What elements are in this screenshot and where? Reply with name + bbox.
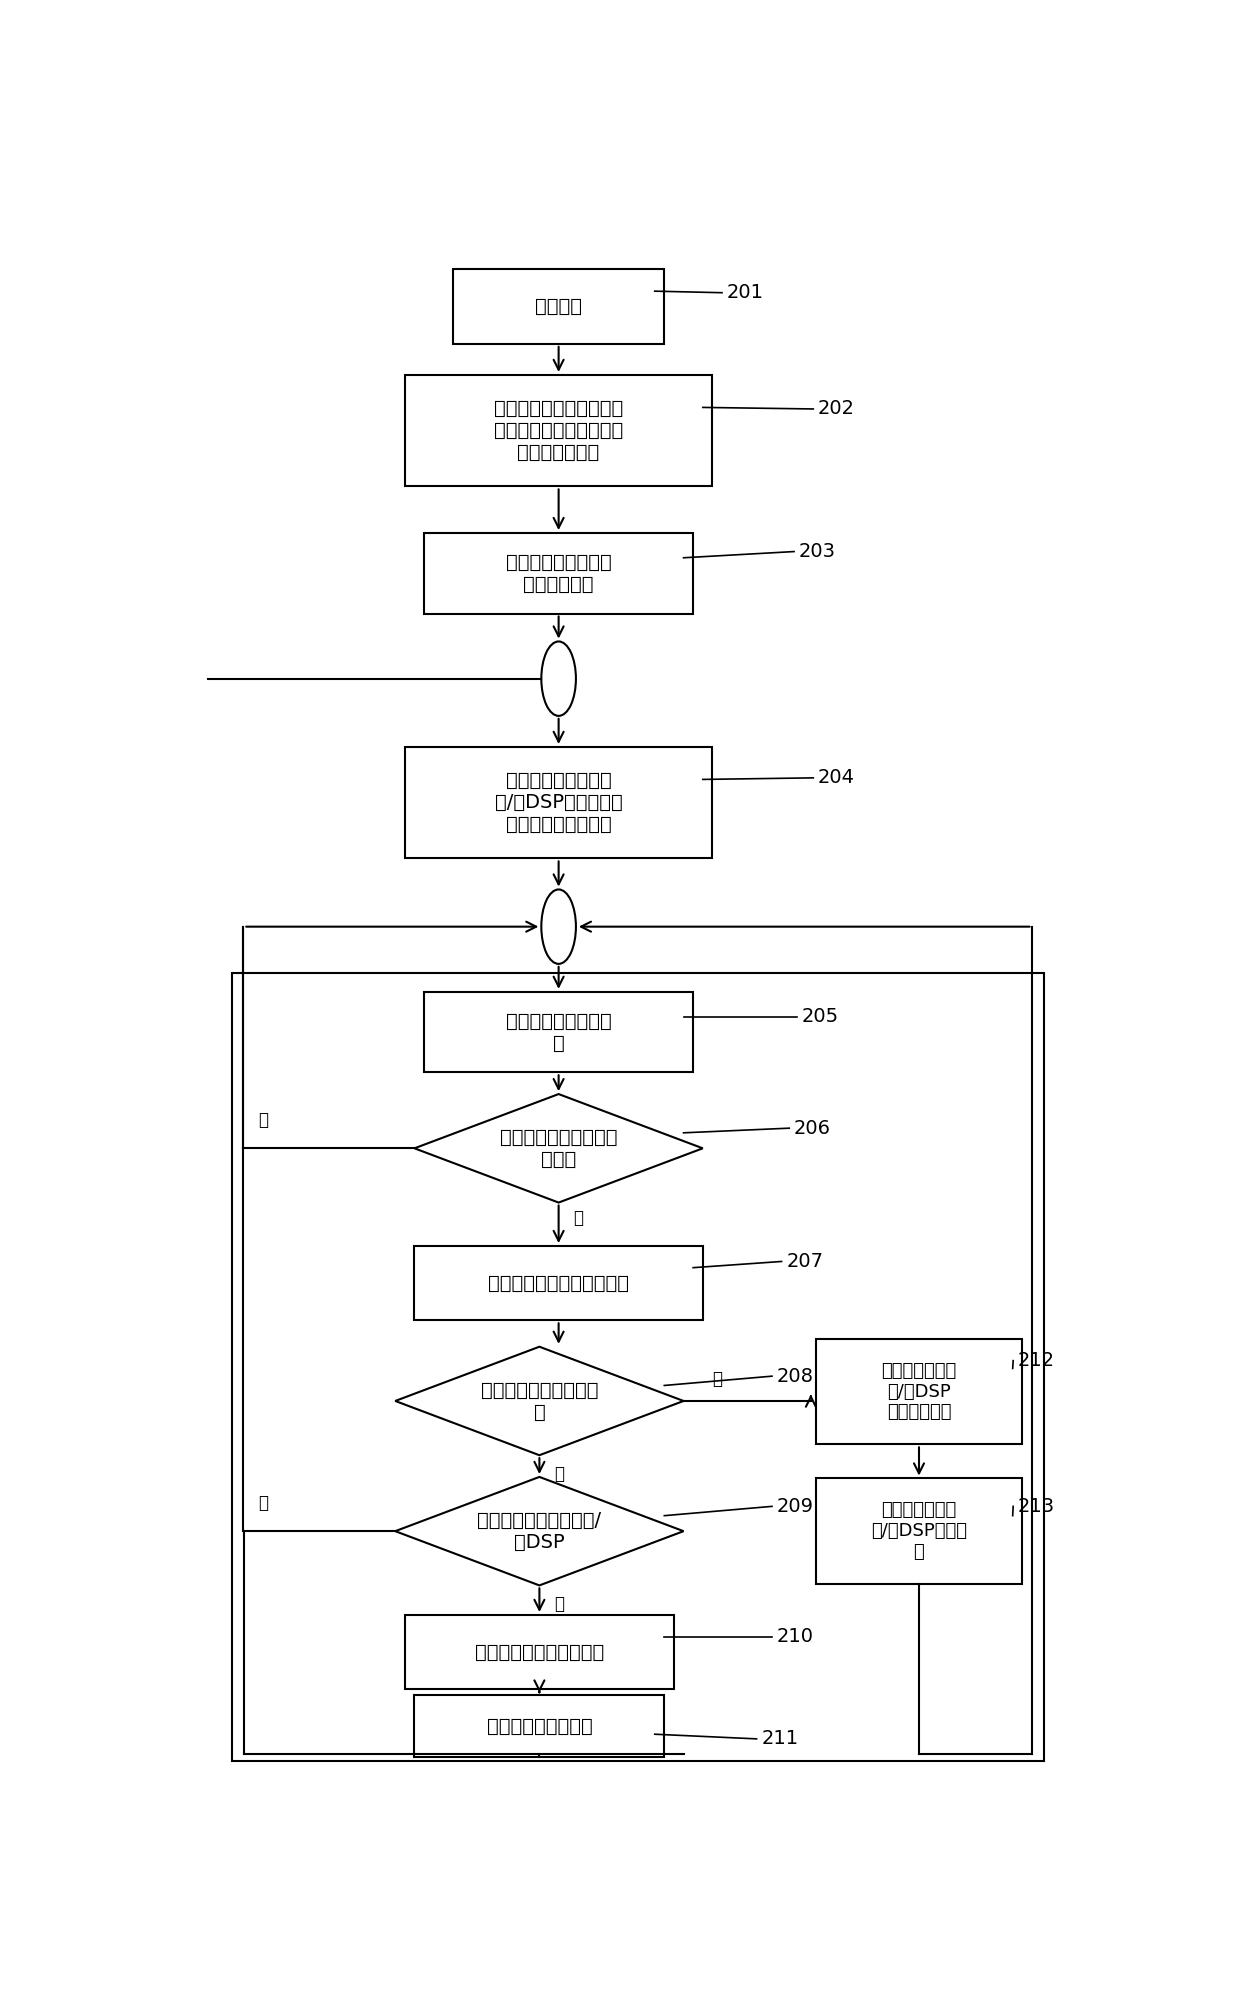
- Text: 应用处理器返回中断: 应用处理器返回中断: [486, 1717, 593, 1735]
- Text: 否: 否: [258, 1494, 268, 1512]
- Text: 通用运算处理器
和/或DSP返回中
断: 通用运算处理器 和/或DSP返回中 断: [870, 1502, 967, 1560]
- Bar: [453, 270, 665, 344]
- Text: 外设设备和传感器数据收集: 外设设备和传感器数据收集: [489, 1274, 629, 1292]
- Text: 204: 204: [818, 769, 856, 787]
- Polygon shape: [396, 1347, 683, 1455]
- Text: 是: 是: [573, 1210, 583, 1228]
- Bar: [404, 374, 713, 487]
- Text: 应用处理器进行数据处理: 应用处理器进行数据处理: [475, 1643, 604, 1661]
- Text: 是否唤醒应用处理器和/
或DSP: 是否唤醒应用处理器和/ 或DSP: [477, 1510, 601, 1552]
- Text: 207: 207: [786, 1252, 823, 1270]
- Bar: [232, 972, 1044, 1761]
- Polygon shape: [414, 1095, 703, 1202]
- Text: 是: 是: [713, 1371, 723, 1389]
- Bar: [404, 1614, 675, 1689]
- Text: 实时处理器对所有应用处
理器进行程序下载以及完
成系统初始配置: 实时处理器对所有应用处 理器进行程序下载以及完 成系统初始配置: [494, 399, 624, 463]
- Ellipse shape: [542, 890, 575, 964]
- Text: 203: 203: [799, 541, 836, 562]
- Text: 208: 208: [776, 1367, 813, 1385]
- Text: 206: 206: [794, 1119, 831, 1137]
- Bar: [816, 1339, 1022, 1445]
- Bar: [414, 1695, 665, 1757]
- Text: 完成外设设备和传感
器的状态配置: 完成外设设备和传感 器的状态配置: [506, 554, 611, 594]
- Text: 205: 205: [802, 1006, 839, 1027]
- Text: 是否唤醒通用运算处理
器: 是否唤醒通用运算处理 器: [481, 1381, 598, 1421]
- Polygon shape: [396, 1478, 683, 1586]
- Text: 201: 201: [727, 284, 764, 302]
- Text: 202: 202: [818, 399, 856, 419]
- Text: 213: 213: [1018, 1498, 1055, 1516]
- Text: 外设设备和传感器是否
有中断: 外设设备和传感器是否 有中断: [500, 1127, 618, 1170]
- Text: 否: 否: [258, 1111, 268, 1129]
- Bar: [424, 533, 693, 614]
- Text: 通用运算处理器
和/或DSP
进行数据处理: 通用运算处理器 和/或DSP 进行数据处理: [882, 1363, 956, 1421]
- Text: 211: 211: [761, 1729, 799, 1749]
- Bar: [424, 992, 693, 1073]
- Text: 是: 是: [554, 1594, 564, 1612]
- Bar: [414, 1246, 703, 1321]
- Text: 监控外设设备和传感
器: 监控外设设备和传感 器: [506, 1013, 611, 1053]
- Text: 否: 否: [554, 1465, 564, 1484]
- Text: 配置通用运算处理器
和/或DSP和所有应用
处理器进入睡眠模式: 配置通用运算处理器 和/或DSP和所有应用 处理器进入睡眠模式: [495, 771, 622, 833]
- Ellipse shape: [542, 642, 575, 717]
- Text: 209: 209: [776, 1498, 813, 1516]
- Text: 212: 212: [1018, 1351, 1055, 1371]
- Text: 系统上电: 系统上电: [536, 298, 582, 316]
- Text: 210: 210: [776, 1627, 813, 1647]
- Bar: [816, 1478, 1022, 1584]
- Bar: [404, 747, 713, 858]
